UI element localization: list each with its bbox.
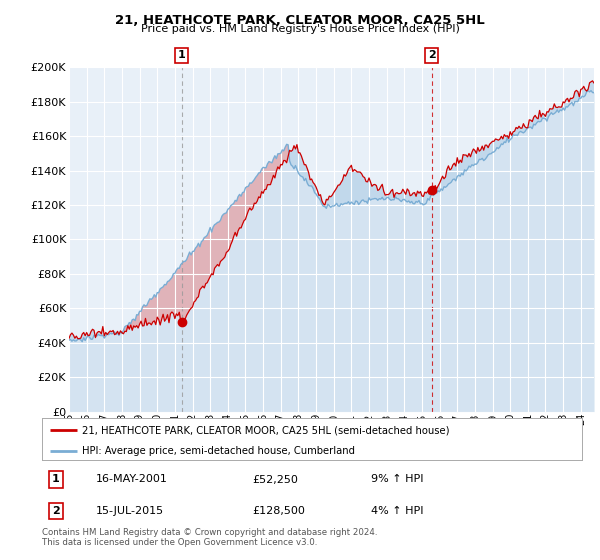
- Text: Price paid vs. HM Land Registry's House Price Index (HPI): Price paid vs. HM Land Registry's House …: [140, 24, 460, 34]
- Text: 2: 2: [52, 506, 59, 516]
- Text: £52,250: £52,250: [253, 474, 298, 484]
- Text: 1: 1: [178, 50, 185, 60]
- Text: £128,500: £128,500: [253, 506, 305, 516]
- Text: 21, HEATHCOTE PARK, CLEATOR MOOR, CA25 5HL: 21, HEATHCOTE PARK, CLEATOR MOOR, CA25 5…: [115, 14, 485, 27]
- Text: 2: 2: [428, 50, 436, 60]
- Text: 16-MAY-2001: 16-MAY-2001: [96, 474, 168, 484]
- Text: 9% ↑ HPI: 9% ↑ HPI: [371, 474, 424, 484]
- Text: 21, HEATHCOTE PARK, CLEATOR MOOR, CA25 5HL (semi-detached house): 21, HEATHCOTE PARK, CLEATOR MOOR, CA25 5…: [83, 425, 450, 435]
- Text: 15-JUL-2015: 15-JUL-2015: [96, 506, 164, 516]
- Text: Contains HM Land Registry data © Crown copyright and database right 2024.
This d: Contains HM Land Registry data © Crown c…: [42, 528, 377, 547]
- Text: 4% ↑ HPI: 4% ↑ HPI: [371, 506, 424, 516]
- Text: 1: 1: [52, 474, 59, 484]
- Text: HPI: Average price, semi-detached house, Cumberland: HPI: Average price, semi-detached house,…: [83, 446, 355, 456]
